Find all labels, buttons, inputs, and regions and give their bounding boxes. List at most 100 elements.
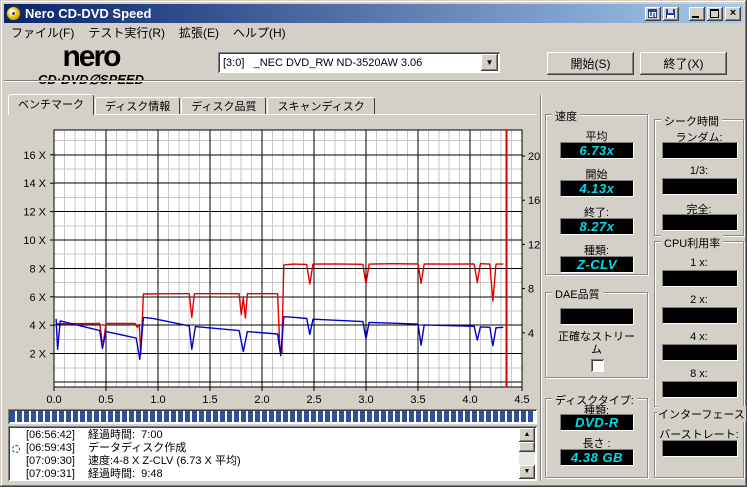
disc-type-title: ディスクタイプ: (552, 392, 637, 408)
log-row: [06:56:42] 経過時間: 7:00 (12, 429, 163, 442)
window-title: Nero CD-DVD Speed (25, 6, 152, 21)
avg-speed-display: 6.73x (560, 142, 634, 159)
accurate-stream-label: 正確なストリーム (558, 331, 635, 356)
maximize-button[interactable] (707, 6, 723, 21)
cpu-2x-label: 2 x: (690, 294, 708, 306)
svg-text:2.5: 2.5 (306, 394, 321, 406)
burst-rate-display (662, 440, 738, 457)
scroll-up-button[interactable]: ▲ (519, 428, 535, 442)
svg-text:4.5: 4.5 (514, 394, 529, 406)
disc-kind-display: DVD-R (560, 414, 634, 431)
svg-text:14 X: 14 X (23, 178, 46, 190)
log-time: [06:56:42] (26, 429, 75, 441)
svg-text:20: 20 (528, 151, 540, 163)
cpu-4x-label: 4 x: (690, 331, 708, 343)
log-list[interactable]: [06:56:42] 経過時間: 7:00 [06:59:43] データディスク… (8, 426, 537, 481)
start-speed-display: 4.13x (560, 180, 634, 197)
disc-length-display: 4.38 GB (560, 449, 634, 466)
save-button[interactable] (663, 6, 679, 21)
seek-full-label: 完全: (686, 204, 712, 216)
start-button[interactable]: 開始(S) (547, 52, 634, 75)
svg-text:0.5: 0.5 (98, 394, 113, 406)
avg-label: 平均 (585, 131, 608, 143)
disc-type-panel: ディスクタイプ: 種類: DVD-R 長さ : 4.38 GB (545, 392, 648, 478)
seek-panel: シーク時間 ランダム: 1/3: 完全: (654, 113, 744, 236)
svg-text:0.0: 0.0 (46, 394, 61, 406)
dae-quality-display (560, 308, 634, 325)
burst-rate-label: バーストレート: (659, 429, 739, 441)
dae-panel: DAE品質 正確なストリーム (545, 286, 648, 378)
tab-benchmark[interactable]: ベンチマーク (8, 94, 94, 115)
menu-help[interactable]: ヘルプ(H) (233, 26, 286, 40)
minimize-icon (692, 15, 699, 18)
cpu-panel: CPU利用率 1 x: 2 x: 4 x: 8 x: (654, 235, 744, 407)
svg-text:2.0: 2.0 (254, 394, 269, 406)
log-scrollbar[interactable]: ▲ ▼ (519, 428, 535, 479)
svg-text:16: 16 (528, 195, 540, 207)
svg-text:1.5: 1.5 (202, 394, 217, 406)
chevron-down-icon[interactable]: ▼ (481, 54, 498, 71)
drive-select-value: [3:0] _NEC DVD_RW ND-3520AW 3.06 (223, 56, 423, 69)
scroll-thumb[interactable] (519, 442, 535, 452)
cpu-8x-label: 8 x: (690, 368, 708, 380)
log-text: 速度:4-8 X Z-CLV (6.73 X 平均) (88, 455, 241, 467)
drive-select[interactable]: [3:0] _NEC DVD_RW ND-3520AW 3.06 ▼ (218, 52, 500, 73)
seek-random-display (662, 142, 738, 159)
log-text: 経過時間: 7:00 (88, 429, 163, 441)
seek-full-display (662, 214, 738, 231)
speed-panel-title: 速度 (552, 108, 580, 124)
progress-bar (8, 409, 537, 424)
dae-panel-title: DAE品質 (552, 286, 603, 302)
nero-logo: nero CD·DVD∅SPEED (16, 42, 166, 87)
tab-disc-info[interactable]: ディスク情報 (95, 97, 181, 115)
tab-disc-quality[interactable]: ディスク品質 (181, 97, 267, 115)
speed-type-display: Z-CLV (560, 256, 634, 273)
cpu-2x-display (662, 307, 738, 324)
svg-text:12: 12 (528, 239, 540, 251)
log-row: [06:59:43] データディスク作成 (12, 442, 186, 455)
seek-third-label: 1/3: (689, 165, 709, 177)
type-label: 種類: (583, 245, 610, 257)
svg-text:2 X: 2 X (29, 349, 46, 361)
accurate-stream-checkbox[interactable] (591, 359, 604, 372)
panel-divider (540, 95, 542, 481)
titlebar: Nero CD-DVD Speed × (4, 4, 743, 23)
log-row: [07:09:31] 経過時間: 9:48 (12, 468, 163, 481)
cpu-1x-display (662, 270, 738, 287)
start-label: 開始 (585, 169, 608, 181)
menu-run-test[interactable]: テスト実行(R) (88, 26, 165, 40)
svg-text:6 X: 6 X (29, 292, 46, 304)
close-button[interactable]: × (725, 6, 741, 21)
cpu-1x-label: 1 x: (690, 257, 708, 269)
svg-text:3.0: 3.0 (358, 394, 373, 406)
tab-strip: ベンチマーク ディスク情報 ディスク品質 スキャンディスク (8, 94, 376, 115)
seek-random-label: ランダム: (675, 132, 723, 144)
end-label: 終了: (583, 207, 610, 219)
copy-chart-button[interactable] (645, 6, 661, 21)
menu-extra[interactable]: 拡張(E) (179, 26, 219, 40)
exit-button[interactable]: 終了(X) (640, 52, 727, 75)
tab-pane-edge (8, 114, 537, 115)
svg-text:3.5: 3.5 (410, 394, 425, 406)
minimize-button[interactable] (689, 6, 705, 21)
progress-fill (10, 411, 535, 422)
save-icon (666, 8, 675, 18)
svg-text:8 X: 8 X (29, 263, 46, 275)
interface-panel: インターフェース バーストレート: (654, 406, 746, 478)
disc-length-label: 長さ : (582, 438, 611, 450)
tab-scandisc[interactable]: スキャンディスク (267, 97, 375, 115)
copy-icon (648, 8, 657, 18)
cpu-panel-title: CPU利用率 (661, 235, 724, 251)
svg-text:12 X: 12 X (23, 207, 46, 219)
header-separator (4, 80, 743, 82)
svg-text:4: 4 (528, 328, 534, 340)
scroll-down-button[interactable]: ▼ (519, 465, 535, 479)
svg-text:1.0: 1.0 (150, 394, 165, 406)
close-icon: × (729, 6, 737, 19)
interface-panel-title: インターフェース (657, 406, 746, 422)
seek-panel-title: シーク時間 (661, 113, 722, 129)
svg-text:10 X: 10 X (23, 235, 46, 247)
disc-icon (12, 444, 20, 453)
menu-file[interactable]: ファイル(F) (11, 26, 75, 40)
